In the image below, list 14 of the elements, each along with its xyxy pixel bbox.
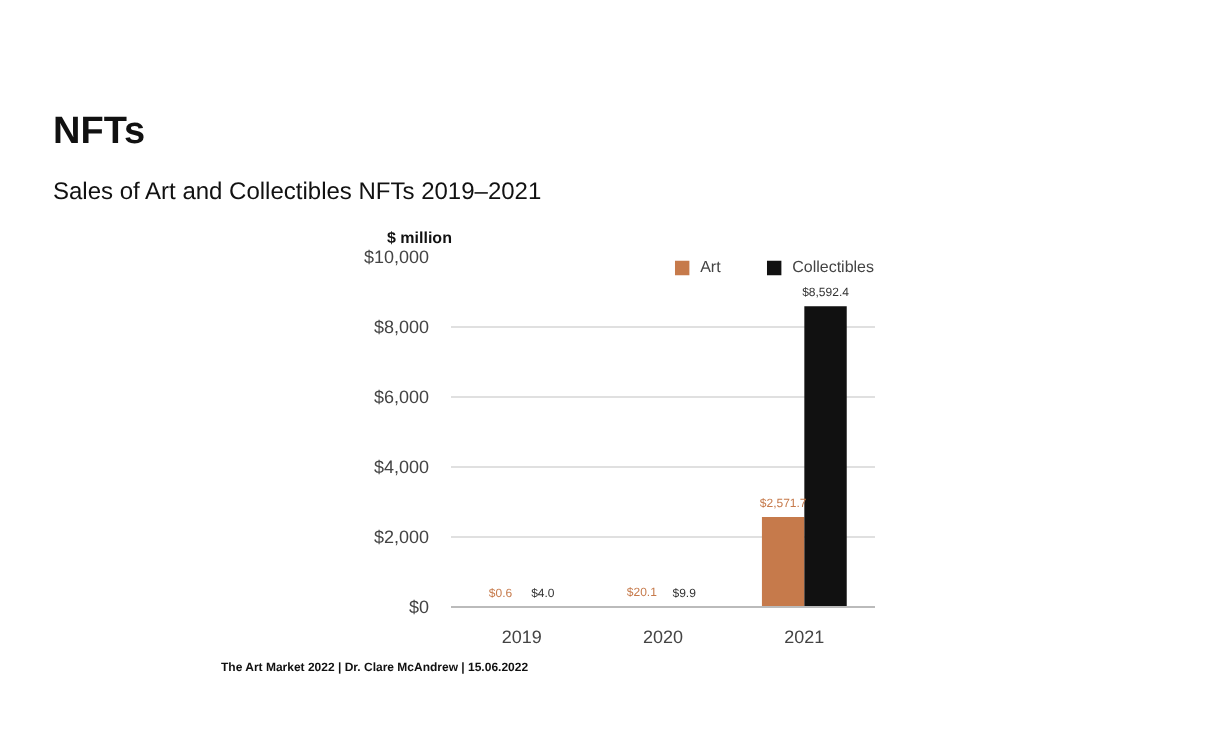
y-tick-label: $0 xyxy=(408,597,430,617)
x-tick-label: 2021 xyxy=(784,627,825,647)
y-tick-label: $2,000 xyxy=(373,527,430,547)
x-tick-label: 2019 xyxy=(501,627,542,647)
y-tick-label: $10,000 xyxy=(363,247,430,267)
text: NFTs xyxy=(53,111,146,153)
y-tick-label: $4,000 xyxy=(373,457,430,477)
legend-label: Collectibles xyxy=(792,256,874,276)
chart-subtitle: Sales of Art and Collectibles NFTs 2019–2021 xyxy=(53,177,542,205)
x-tick-label: 2020 xyxy=(642,627,684,647)
legend-label: Art xyxy=(700,256,723,276)
y-tick-label: $8,000 xyxy=(373,317,430,337)
y-axis-title: $ million xyxy=(387,229,453,247)
y-tick-label: $6,000 xyxy=(373,387,430,407)
